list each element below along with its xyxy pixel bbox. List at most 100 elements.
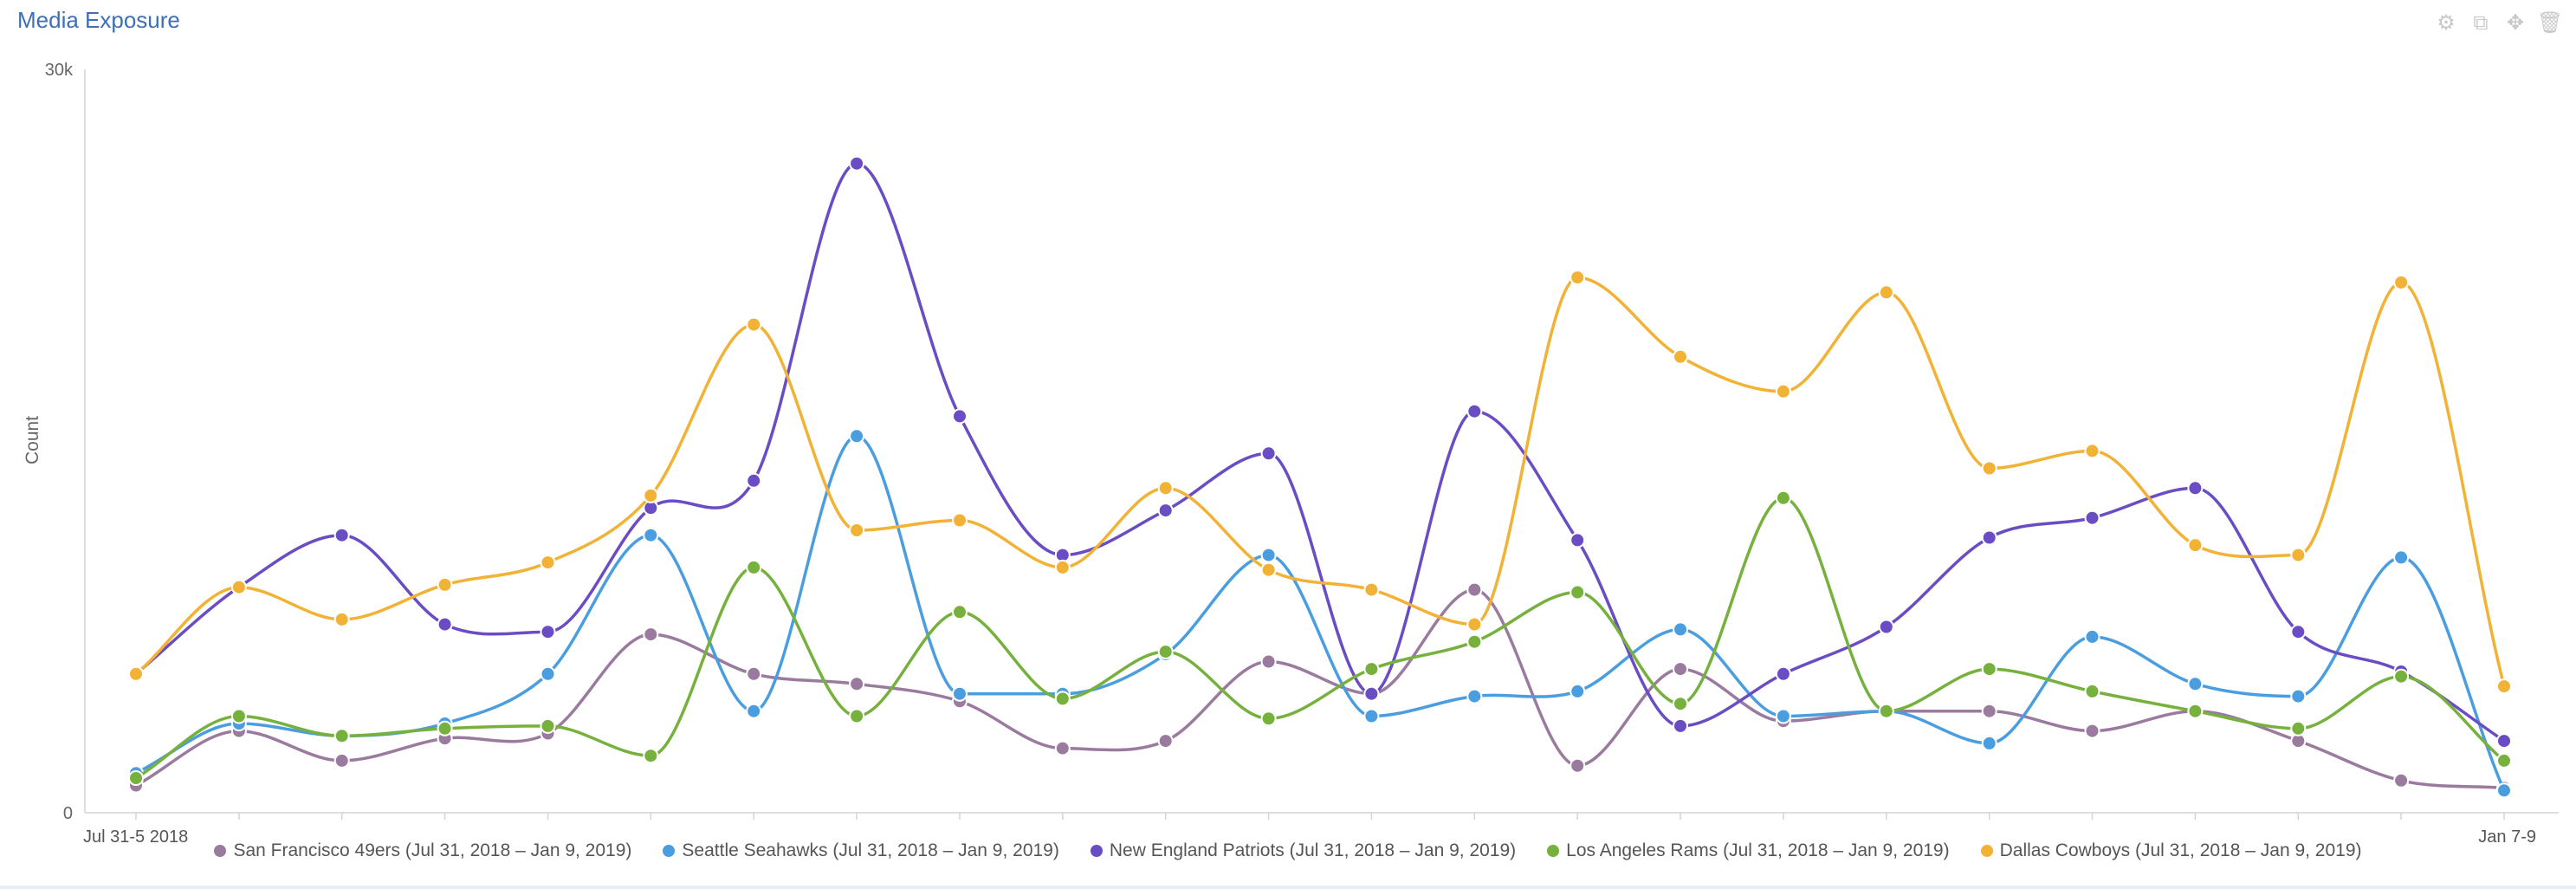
data-point-patriots-5[interactable]	[540, 624, 556, 640]
data-point-cowboys-8[interactable]	[849, 522, 865, 538]
data-point-cowboys-6[interactable]	[643, 487, 659, 503]
data-point-rams-23[interactable]	[2393, 668, 2410, 685]
data-point-rams-22[interactable]	[2290, 720, 2307, 737]
data-point-cowboys-11[interactable]	[1157, 480, 1174, 496]
data-point-49ers-11[interactable]	[1157, 733, 1174, 749]
data-point-rams-12[interactable]	[1260, 711, 1277, 727]
data-point-cowboys-18[interactable]	[1878, 284, 1894, 301]
data-point-rams-15[interactable]	[1570, 584, 1586, 600]
data-point-cowboys-22[interactable]	[2290, 547, 2307, 563]
legend-item-seahawks[interactable]: Seattle Seahawks (Jul 31, 2018 – Jan 9, …	[663, 840, 1059, 861]
data-point-cowboys-24[interactable]	[2496, 678, 2512, 695]
data-point-49ers-10[interactable]	[1054, 740, 1071, 756]
data-point-patriots-4[interactable]	[437, 616, 453, 633]
legend-item-rams[interactable]: Los Angeles Rams (Jul 31, 2018 – Jan 9, …	[1547, 840, 1950, 861]
data-point-cowboys-16[interactable]	[1673, 348, 1688, 365]
data-point-cowboys-9[interactable]	[952, 512, 968, 529]
data-point-seahawks-13[interactable]	[1363, 708, 1380, 724]
data-point-rams-10[interactable]	[1054, 691, 1071, 707]
data-point-seahawks-6[interactable]	[643, 527, 659, 543]
data-point-seahawks-7[interactable]	[746, 703, 762, 719]
data-point-seahawks-8[interactable]	[849, 428, 865, 444]
data-point-seahawks-12[interactable]	[1260, 547, 1277, 563]
data-point-cowboys-13[interactable]	[1363, 581, 1380, 598]
data-point-patriots-19[interactable]	[1981, 529, 1997, 546]
data-point-rams-5[interactable]	[540, 717, 556, 734]
data-point-seahawks-16[interactable]	[1673, 621, 1688, 638]
data-point-cowboys-5[interactable]	[540, 555, 556, 571]
data-point-cowboys-12[interactable]	[1260, 561, 1277, 578]
data-point-patriots-24[interactable]	[2496, 733, 2512, 749]
data-point-49ers-8[interactable]	[849, 676, 865, 692]
data-point-seahawks-5[interactable]	[540, 665, 556, 682]
data-point-cowboys-15[interactable]	[1570, 269, 1586, 286]
data-point-rams-11[interactable]	[1157, 644, 1174, 660]
data-point-49ers-3[interactable]	[333, 752, 350, 769]
data-point-seahawks-21[interactable]	[2187, 676, 2204, 692]
data-point-patriots-20[interactable]	[2084, 509, 2100, 526]
data-point-cowboys-7[interactable]	[746, 316, 762, 333]
data-point-patriots-12[interactable]	[1260, 445, 1277, 462]
data-point-rams-13[interactable]	[1363, 661, 1380, 678]
data-point-49ers-6[interactable]	[643, 626, 659, 643]
data-point-49ers-15[interactable]	[1570, 757, 1586, 774]
trash-icon[interactable]: 🗑	[2536, 10, 2564, 35]
data-point-rams-24[interactable]	[2496, 752, 2512, 769]
data-point-cowboys-4[interactable]	[437, 576, 453, 593]
data-point-patriots-14[interactable]	[1466, 403, 1483, 419]
data-point-rams-21[interactable]	[2187, 703, 2204, 719]
data-point-rams-19[interactable]	[1981, 661, 1997, 678]
data-point-patriots-15[interactable]	[1570, 532, 1586, 548]
data-point-patriots-21[interactable]	[2187, 480, 2204, 496]
data-point-cowboys-19[interactable]	[1981, 460, 1997, 477]
data-point-cowboys-10[interactable]	[1054, 559, 1071, 575]
move-icon[interactable]: ✥	[2506, 10, 2525, 35]
data-point-cowboys-23[interactable]	[2393, 275, 2410, 290]
data-point-rams-16[interactable]	[1673, 696, 1688, 712]
data-point-49ers-23[interactable]	[2393, 772, 2410, 788]
data-point-patriots-17[interactable]	[1775, 665, 1791, 682]
data-point-cowboys-21[interactable]	[2187, 537, 2204, 554]
data-point-rams-9[interactable]	[952, 604, 968, 620]
data-point-seahawks-22[interactable]	[2290, 688, 2307, 704]
data-point-seahawks-14[interactable]	[1466, 688, 1483, 704]
data-point-49ers-19[interactable]	[1981, 703, 1997, 719]
data-point-seahawks-19[interactable]	[1981, 735, 1997, 751]
data-point-cowboys-20[interactable]	[2084, 443, 2100, 459]
data-point-rams-18[interactable]	[1878, 703, 1894, 719]
data-point-patriots-8[interactable]	[849, 155, 865, 172]
data-point-patriots-16[interactable]	[1673, 717, 1688, 734]
legend-item-49ers[interactable]: San Francisco 49ers (Jul 31, 2018 – Jan …	[214, 840, 631, 861]
data-point-rams-2[interactable]	[230, 708, 247, 724]
data-point-cowboys-1[interactable]	[128, 665, 144, 682]
data-point-rams-6[interactable]	[643, 748, 659, 764]
data-point-seahawks-9[interactable]	[952, 685, 968, 702]
data-point-rams-20[interactable]	[2084, 683, 2100, 699]
data-point-patriots-18[interactable]	[1878, 619, 1894, 635]
data-point-patriots-22[interactable]	[2290, 624, 2307, 640]
data-point-seahawks-24[interactable]	[2496, 782, 2512, 799]
data-point-patriots-3[interactable]	[333, 527, 350, 543]
data-point-rams-7[interactable]	[746, 559, 762, 575]
data-point-cowboys-14[interactable]	[1466, 616, 1483, 633]
data-point-rams-1[interactable]	[128, 770, 144, 786]
data-point-seahawks-15[interactable]	[1570, 683, 1586, 699]
legend-item-patriots[interactable]: New England Patriots (Jul 31, 2018 – Jan…	[1090, 840, 1516, 861]
data-point-cowboys-17[interactable]	[1775, 383, 1791, 399]
data-point-rams-3[interactable]	[333, 728, 350, 744]
data-point-seahawks-23[interactable]	[2393, 549, 2410, 566]
data-point-rams-14[interactable]	[1466, 633, 1483, 650]
data-point-49ers-16[interactable]	[1673, 661, 1688, 678]
data-point-49ers-12[interactable]	[1260, 653, 1277, 670]
data-point-seahawks-20[interactable]	[2084, 628, 2100, 645]
data-point-cowboys-2[interactable]	[230, 579, 247, 595]
data-point-patriots-13[interactable]	[1363, 685, 1380, 702]
copy-icon[interactable]: ⧉	[2473, 10, 2489, 35]
data-point-seahawks-17[interactable]	[1775, 708, 1791, 724]
data-point-patriots-9[interactable]	[952, 408, 968, 425]
legend-item-cowboys[interactable]: Dallas Cowboys (Jul 31, 2018 – Jan 9, 20…	[1980, 840, 2362, 861]
data-point-49ers-7[interactable]	[746, 665, 762, 682]
settings-icon[interactable]: ⚙	[2437, 10, 2456, 35]
data-point-cowboys-3[interactable]	[333, 611, 350, 627]
data-point-49ers-14[interactable]	[1466, 581, 1483, 598]
